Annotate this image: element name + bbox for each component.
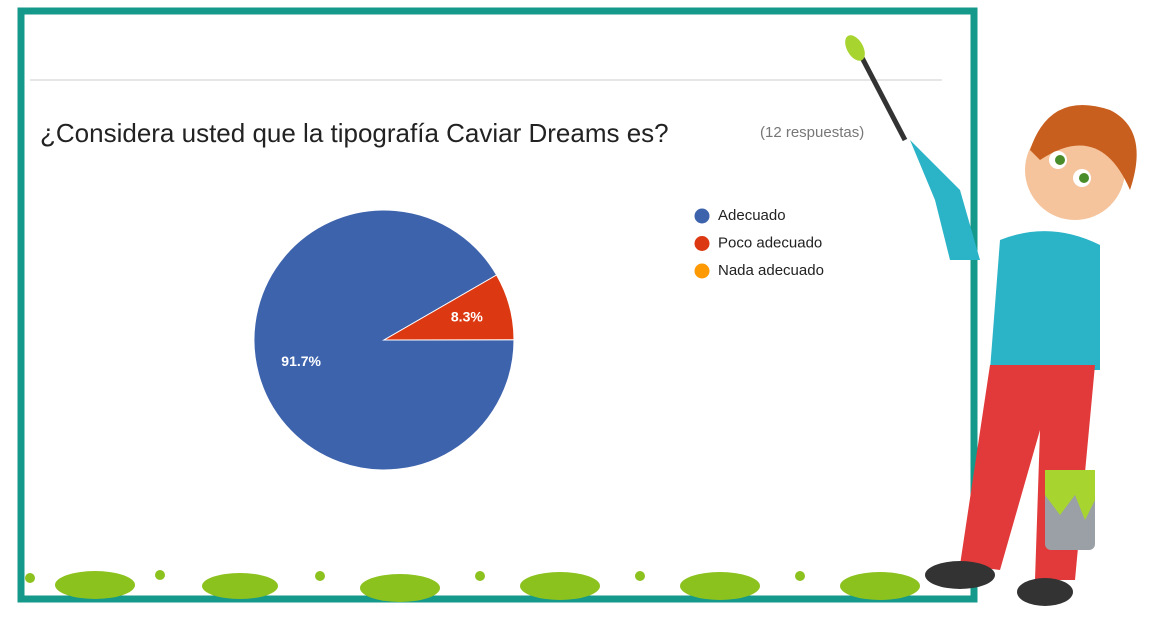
pie-slice (382, 274, 515, 341)
painter-character (845, 35, 1137, 606)
frame (17, 7, 978, 603)
slice-label: 91.7% (281, 353, 321, 369)
chart-subtitle: (12 respuestas) (760, 124, 864, 141)
slice-label: 8.3% (451, 308, 483, 324)
legend: Adecuado Poco adecuado Nada adecuado (694, 207, 824, 279)
decoration (25, 35, 1137, 606)
paint-splats (25, 570, 920, 602)
legend-swatch (694, 236, 710, 251)
legend-swatch (694, 263, 710, 279)
chart-title: ¿Considera usted que la tipografía Cavia… (40, 118, 669, 148)
pie: 91.7% 8.3% (253, 209, 515, 471)
legend-label: Poco adecuado (718, 234, 822, 251)
legend-label: Nada adecuado (718, 262, 824, 279)
legend-label: Adecuado (718, 207, 786, 224)
legend-swatch (694, 208, 710, 224)
